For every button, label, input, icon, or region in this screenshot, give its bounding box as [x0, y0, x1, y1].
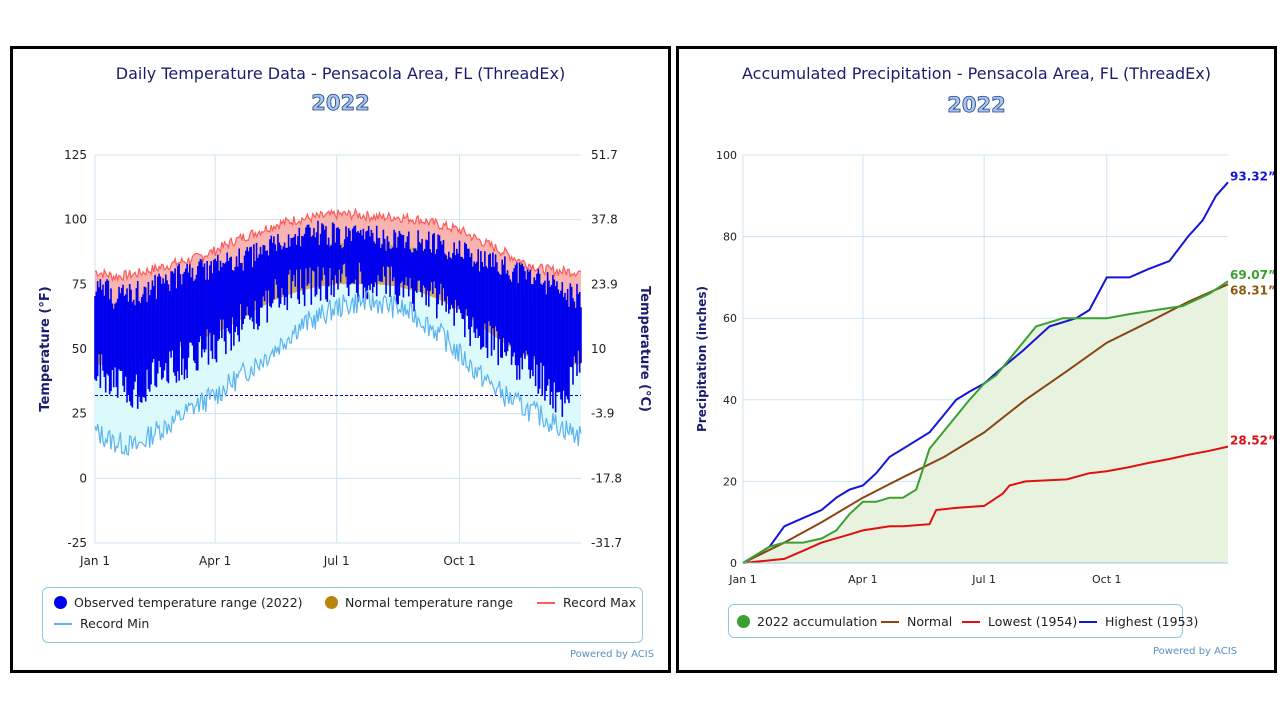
y-tick-label: 40 [723, 394, 737, 407]
legend-line-icon [537, 601, 555, 604]
legend-item-record-min[interactable]: Record Min [54, 616, 149, 631]
record-low-band [95, 284, 581, 455]
precipitation-chart-title: Accumulated Precipitation - Pensacola Ar… [741, 64, 1211, 83]
y-axis-title: Precipitation (inches) [695, 286, 709, 432]
temperature-chart-title: Daily Temperature Data - Pensacola Area,… [115, 64, 566, 83]
y-tick-label: 100 [716, 149, 737, 162]
x-tick-label: Apr 1 [848, 573, 878, 586]
temperature-chart: -25 0 25 50 75 100 125 -31.7 -17.8 -3.9 10 23.9 37.8… [38, 148, 652, 568]
series-line-2022-accumulation [742, 280, 1229, 564]
y-axis-title: Temperature (°F) [38, 286, 53, 411]
record-high-band [95, 209, 581, 321]
y2-tick-label: 10 [591, 342, 606, 356]
record-min-line [94, 289, 582, 456]
legend-item-lowest[interactable]: Lowest (1954) [962, 614, 1077, 629]
series-line-highest-1953- [742, 181, 1229, 564]
x-tick-label: Jan 1 [728, 573, 756, 586]
y2-tick-label: -17.8 [591, 471, 622, 485]
precipitation-legend: 2022 accumulation Normal Lowest (1954) H… [728, 604, 1198, 638]
legend-label: Lowest (1954) [988, 614, 1078, 629]
legend-item-observed[interactable]: Observed temperature range (2022) [54, 595, 303, 610]
precipitation-panel: Accumulated Precipitation - Pensacola Ar… [676, 46, 1277, 673]
legend-label: Normal [907, 614, 953, 629]
y-tick-label: 25 [72, 407, 87, 421]
y-tick-label: 100 [64, 213, 87, 227]
legend-label: 2022 accumulation [757, 614, 878, 629]
temperature-legend: Observed temperature range (2022) Normal… [42, 587, 643, 643]
accumulation-area [743, 281, 1228, 563]
y-tick-label: 80 [723, 231, 737, 244]
legend-item-normal[interactable]: Normal [881, 614, 952, 629]
temperature-panel: Daily Temperature Data - Pensacola Area,… [10, 46, 671, 673]
y2-axis-title: Temperature (°C) [637, 286, 652, 412]
x-tick-label: Apr 1 [199, 554, 231, 568]
series-end-label: 93.32” [1230, 169, 1274, 183]
legend-item-normal[interactable]: Normal temperature range [325, 595, 513, 610]
y-tick-label: 50 [72, 342, 87, 356]
legend-dot-icon [737, 615, 750, 628]
temperature-chart-year: 2022 [311, 91, 370, 116]
legend-line-icon [962, 620, 980, 623]
record-max-line [94, 207, 581, 283]
y2-tick-label: 51.7 [591, 148, 618, 162]
precipitation-chart-year: 2022 [947, 93, 1006, 118]
x-tick-label: Oct 1 [443, 554, 475, 568]
legend-item-2022[interactable]: 2022 accumulation [737, 614, 877, 629]
y-tick-label: -25 [67, 536, 87, 550]
y2-tick-label: 37.8 [591, 213, 618, 227]
y-tick-label: 75 [72, 277, 87, 291]
y2-tick-label: -31.7 [591, 536, 622, 550]
acis-credit[interactable]: Powered by ACIS [1153, 646, 1238, 657]
legend-label: Observed temperature range (2022) [74, 595, 303, 610]
legend-line-icon [881, 620, 899, 623]
legend-line-icon [54, 622, 72, 625]
series-line-normal [742, 283, 1229, 564]
y2-tick-label: 23.9 [591, 277, 618, 291]
legend-label: Highest (1953) [1105, 614, 1199, 629]
series-line-lowest-1954- [742, 445, 1229, 564]
y-tick-label: 20 [723, 475, 737, 488]
series-end-label: 68.31” [1230, 283, 1274, 297]
y-tick-label: 0 [79, 471, 87, 485]
legend-dot-icon [54, 596, 67, 609]
legend-label: Record Max [563, 595, 637, 610]
x-tick-label: Oct 1 [1092, 573, 1122, 586]
x-tick-label: Jul 1 [971, 573, 996, 586]
x-tick-label: Jul 1 [323, 554, 350, 568]
legend-label: Normal temperature range [345, 595, 514, 610]
legend-item-highest[interactable]: Highest (1953) [1079, 614, 1198, 629]
acis-credit[interactable]: Powered by ACIS [570, 649, 655, 660]
y-tick-label: 125 [64, 148, 87, 162]
legend-line-icon [1079, 620, 1097, 623]
y-tick-label: 0 [730, 557, 737, 570]
y-tick-label: 60 [723, 312, 737, 325]
series-end-label: 28.52” [1230, 434, 1274, 448]
y2-tick-label: -3.9 [591, 407, 614, 421]
series-end-label: 69.07” [1230, 268, 1274, 282]
legend-label: Record Min [80, 616, 150, 631]
legend-item-record-max[interactable]: Record Max [537, 595, 636, 610]
legend-dot-icon [325, 596, 338, 609]
x-tick-label: Jan 1 [79, 554, 110, 568]
precipitation-chart: 69.07”68.31” 28.52” 93.32” 0 20 40 60 80 100 Jan … [695, 149, 1274, 586]
